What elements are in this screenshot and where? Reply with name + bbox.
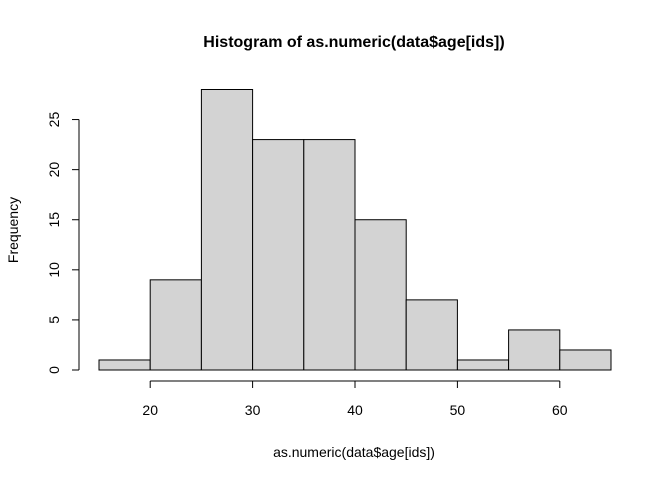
histogram-bar xyxy=(98,359,151,371)
x-tick-label: 40 xyxy=(347,402,363,418)
histogram-bar xyxy=(405,299,458,371)
histogram-bar xyxy=(559,349,612,371)
histogram-bar xyxy=(508,329,561,371)
y-tick-label: 5 xyxy=(46,316,62,324)
x-tick-label: 50 xyxy=(450,402,466,418)
histogram-bar xyxy=(303,139,356,371)
x-tick-label: 60 xyxy=(552,402,568,418)
y-tick-label: 15 xyxy=(46,212,62,228)
y-axis: 0 5 10 15 20 25 xyxy=(46,112,80,374)
x-axis-label: as.numeric(data$age[ids]) xyxy=(273,444,435,460)
bars-group xyxy=(98,89,612,371)
y-tick-label: 20 xyxy=(46,162,62,178)
y-tick-label: 10 xyxy=(46,262,62,278)
histogram-bar xyxy=(354,219,407,371)
y-tick-label: 0 xyxy=(46,366,62,374)
histogram-bar xyxy=(149,279,202,371)
y-tick-label: 25 xyxy=(46,112,62,128)
x-tick-label: 20 xyxy=(142,402,158,418)
chart-title: Histogram of as.numeric(data$age[ids]) xyxy=(203,34,504,51)
x-axis: 20 30 40 50 60 xyxy=(142,380,568,418)
histogram-bar xyxy=(456,359,510,371)
histogram-bar xyxy=(200,89,254,371)
y-axis-label: Frequency xyxy=(5,197,21,263)
x-tick-label: 30 xyxy=(245,402,261,418)
histogram-bar xyxy=(252,139,305,371)
